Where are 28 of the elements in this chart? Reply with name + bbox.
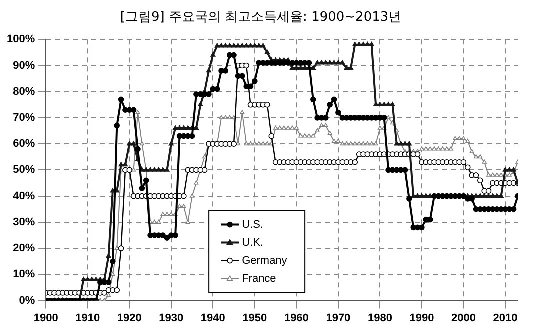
y-tick-label: 90%	[13, 60, 36, 72]
y-tick-label: 10%	[13, 268, 36, 281]
y-tick-label: 0%	[19, 294, 36, 307]
x-tick-label: 1910	[76, 312, 100, 324]
x-tick-label: 1930	[159, 312, 184, 324]
legend-label: U.S.	[242, 218, 264, 231]
y-tick-label: 30%	[13, 216, 36, 228]
x-tick-label: 1940	[200, 312, 226, 324]
y-tick-label: 50%	[13, 164, 36, 176]
x-tick-label: 1990	[410, 312, 434, 324]
chart-title: [그림9] 주요국의 최고소득세율: 1900~2013년	[120, 10, 402, 26]
y-tick-label: 80%	[13, 86, 36, 98]
x-tick-label: 1950	[242, 312, 268, 324]
y-tick-label: 60%	[13, 138, 36, 150]
legend-label: France	[242, 272, 276, 285]
legend-label: Germany	[242, 254, 288, 267]
x-tick-label: 2010	[493, 312, 518, 324]
x-tick-label: 1900	[34, 312, 58, 324]
x-tick-label: 1970	[326, 312, 351, 324]
x-tick-label: 1960	[284, 312, 309, 324]
y-tick-label: 70%	[13, 112, 36, 124]
x-tick-label: 1980	[368, 312, 392, 324]
legend-label: U.K.	[242, 236, 264, 249]
y-tick-label: 100%	[6, 34, 36, 46]
x-tick-label: 1920	[117, 312, 142, 324]
y-tick-label: 20%	[13, 242, 36, 255]
x-tick-label: 2000	[451, 312, 476, 324]
y-tick-label: 40%	[13, 190, 36, 202]
